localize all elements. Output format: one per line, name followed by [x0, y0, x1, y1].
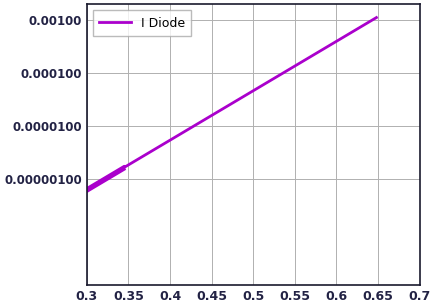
Legend: I Diode: I Diode — [93, 10, 191, 36]
I Diode — [373, 16, 378, 19]
I Diode — [137, 156, 142, 160]
I Diode — [319, 48, 324, 52]
I Diode — [140, 154, 145, 158]
I Diode — [237, 97, 242, 100]
I Diode — [349, 30, 355, 33]
Line: I Diode: I Diode — [86, 17, 375, 192]
I Diode — [135, 157, 140, 161]
I Diode — [84, 190, 89, 193]
I Diode — [122, 167, 127, 171]
